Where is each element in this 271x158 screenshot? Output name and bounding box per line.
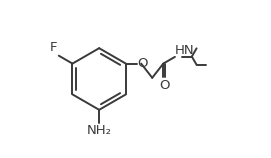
Text: F: F bbox=[50, 41, 57, 54]
Text: O: O bbox=[138, 57, 148, 70]
Text: NH₂: NH₂ bbox=[87, 124, 112, 137]
Text: O: O bbox=[159, 79, 169, 92]
Text: HN: HN bbox=[175, 44, 195, 57]
